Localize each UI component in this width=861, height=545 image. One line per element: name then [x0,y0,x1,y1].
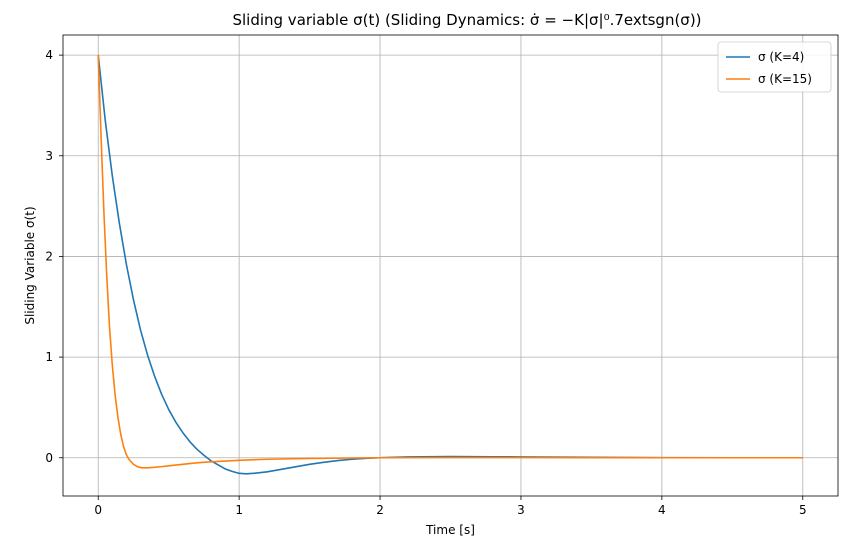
y-axis-label: Sliding Variable σ(t) [23,206,37,324]
y-tick-label: 2 [45,249,53,263]
axis-ticks: 0 1 2 3 4 5 0 1 2 3 4 [45,48,806,517]
x-tick-label: 0 [94,503,102,517]
legend-label: σ (K=15) [758,72,812,86]
x-tick-label: 3 [517,503,525,517]
y-tick-label: 4 [45,48,53,62]
y-tick-label: 1 [45,350,53,364]
y-tick-label: 0 [45,451,53,465]
series-lines [97,55,803,475]
plot-frame [62,34,839,497]
x-tick-label: 4 [658,503,666,517]
legend-label: σ (K=4) [758,50,804,64]
grid-lines [63,35,838,496]
chart-title: Sliding variable σ(t) (Sliding Dynamics:… [232,11,701,29]
x-axis-label: Time [s] [425,523,475,537]
x-tick-label: 1 [235,503,243,517]
series-line-0 [97,55,803,475]
series-line-1 [97,55,803,469]
legend: σ (K=4) σ (K=15) [717,41,832,93]
y-tick-label: 3 [45,149,53,163]
x-tick-label: 2 [376,503,384,517]
x-tick-label: 5 [799,503,807,517]
